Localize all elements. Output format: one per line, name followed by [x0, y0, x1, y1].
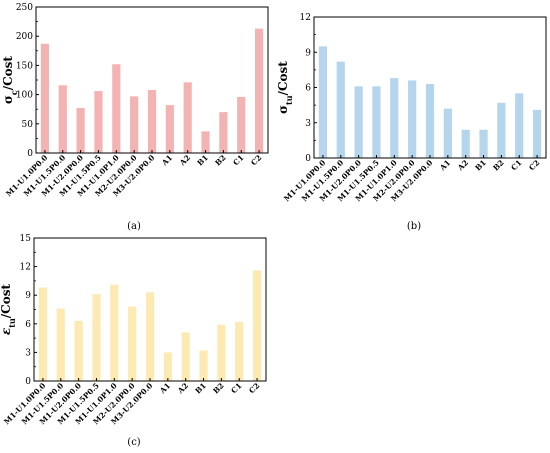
bar-M1-U2.0P0.0 [76, 108, 85, 153]
bar-B2 [217, 324, 226, 381]
x-category-label: B1 [193, 381, 208, 396]
x-category-label: A2 [177, 153, 192, 168]
bar-M1-U2.0P0.0 [354, 86, 363, 158]
y-tick-label: 100 [16, 91, 33, 101]
y-tick-label: 12 [300, 13, 311, 23]
y-tick-label: 6 [305, 84, 311, 94]
y-tick-label: 0 [27, 149, 33, 159]
x-category-label: A1 [437, 158, 452, 173]
y-tick-label: 6 [25, 320, 31, 330]
y-tick-label: 0 [25, 377, 31, 387]
y-tick-label: 3 [25, 348, 31, 358]
bar-C1 [515, 93, 524, 159]
panel-label: (b) [407, 221, 421, 232]
x-category-label: C2 [527, 158, 541, 172]
bar-A2 [181, 332, 190, 381]
bar-M3-U2.0P0.0 [425, 83, 435, 158]
bar-M1-U1.5P0.5 [92, 294, 101, 381]
bar-M1-U1.5P0.0 [56, 308, 65, 381]
bar-M1-U1.5P0.5 [94, 91, 103, 153]
panel-label: (c) [127, 437, 141, 448]
bar-M1-U1.0P1.0 [110, 284, 119, 381]
bar-A1 [163, 352, 172, 381]
bar-C1 [237, 96, 246, 153]
y-tick-label: 12 [20, 263, 31, 273]
bar-A1 [443, 108, 452, 158]
bar-M1-U2.0P0.0 [74, 320, 83, 381]
y-axis-label: σtu/Cost [276, 61, 294, 114]
y-tick-label: 50 [22, 120, 34, 130]
bar-M2-U2.0P0.0 [408, 80, 417, 158]
y-tick-label: 0 [305, 154, 311, 164]
bar-M1-U1.5P0.5 [372, 86, 381, 158]
bar-M1-U1.5P0.0 [336, 61, 345, 158]
x-category-label: C1 [229, 381, 243, 395]
y-tick-label: 9 [305, 48, 311, 58]
chart-panel-c: 03691215M1-U1.0P0.0M1-U1.5P0.0M1-U2.0P0.… [0, 234, 267, 448]
x-category-label: B2 [211, 381, 226, 396]
x-category-label: A2 [455, 158, 470, 173]
bar-M2-U2.0P0.0 [128, 306, 137, 381]
bar-M2-U2.0P0.0 [130, 96, 139, 153]
y-tick-label: 150 [16, 61, 33, 71]
bar-M1-U1.0P1.0 [390, 78, 399, 158]
bar-C1 [235, 321, 244, 381]
bar-A2 [461, 129, 470, 158]
bar-M1-U1.0P0.0 [38, 287, 48, 381]
bar-B1 [199, 350, 208, 381]
bar-M1-U1.0P1.0 [112, 64, 121, 153]
x-category-label: C1 [231, 153, 245, 167]
x-category-label: A1 [157, 381, 172, 396]
y-axis-label: εtu/Cost [0, 284, 17, 336]
y-tick-label: 200 [16, 32, 33, 42]
bar-M1-U1.0P0.0 [40, 43, 50, 153]
bar-M1-U1.5P0.0 [58, 85, 67, 153]
x-category-label: B1 [473, 158, 488, 173]
x-category-label: B2 [491, 158, 506, 173]
chart-panel-b: 036912M1-U1.0P0.0M1-U1.5P0.0M1-U2.0P0.0M… [276, 13, 547, 232]
x-category-label: C2 [249, 153, 263, 167]
bar-C2 [254, 28, 264, 153]
bar-M3-U2.0P0.0 [147, 89, 157, 153]
bar-A1 [165, 105, 174, 153]
panel-label: (a) [127, 221, 141, 232]
bar-M3-U2.0P0.0 [145, 292, 155, 381]
x-category-label: A1 [159, 153, 174, 168]
y-tick-label: 3 [305, 119, 311, 129]
bar-B1 [479, 129, 488, 158]
chart-panel-a: 050100150200250M1-U1.0P0.0M1-U1.5P0.0M1-… [1, 3, 269, 232]
x-category-label: B1 [195, 153, 210, 168]
bar-A2 [183, 82, 192, 153]
x-category-label: A2 [175, 381, 190, 396]
bar-B2 [219, 112, 228, 153]
y-tick-label: 9 [25, 291, 31, 301]
bar-M1-U1.0P0.0 [318, 46, 328, 159]
x-category-label: C2 [247, 381, 261, 395]
bar-C2 [252, 270, 262, 381]
x-category-label: C1 [509, 158, 523, 172]
bar-B1 [201, 131, 210, 153]
x-category-label: B2 [213, 153, 228, 168]
bar-C2 [532, 109, 542, 158]
y-tick-label: 250 [16, 3, 33, 13]
y-tick-label: 15 [20, 234, 32, 244]
bar-B2 [497, 102, 506, 158]
y-axis-label: σc/Cost [1, 56, 19, 104]
